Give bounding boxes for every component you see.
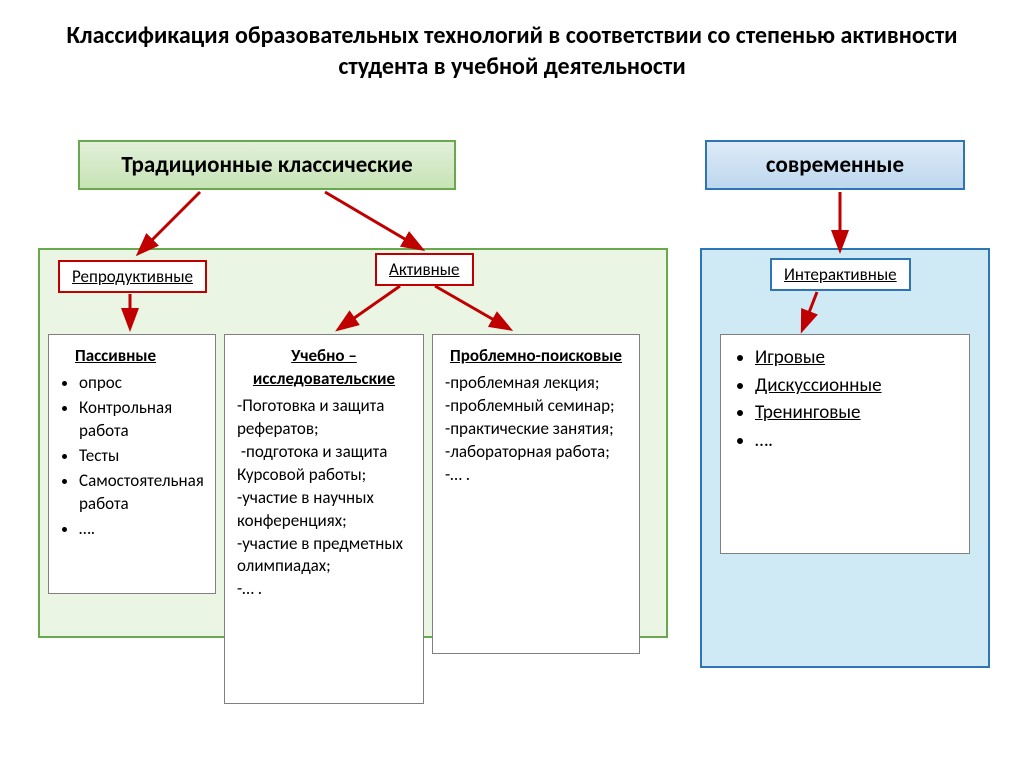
- passive-content: Пассивные опросКонтрольная работаТестыСа…: [48, 334, 216, 594]
- traditional-box: Традиционные классические: [78, 140, 456, 190]
- passive-item: Самостоятельная работа: [79, 470, 203, 516]
- arrow-modern-interactive: [825, 190, 855, 258]
- passive-heading: Пассивные: [61, 345, 203, 368]
- research-heading: Учебно – исследовательские: [237, 345, 411, 391]
- problem-body: -проблемная лекция; -проблемный семинар;…: [445, 372, 627, 487]
- modern-label: современные: [766, 151, 904, 179]
- reproductive-box: Репродуктивные: [58, 260, 207, 293]
- interactive-list: ИгровыеДискуссионныеТренинговые….: [733, 345, 957, 454]
- passive-item: Тесты: [79, 445, 203, 468]
- interactive-item: Игровые: [755, 345, 957, 371]
- modern-box: современные: [705, 140, 965, 190]
- interactive-item: Дискуссионные: [755, 373, 957, 399]
- page-title: Классификация образовательных технологий…: [0, 0, 1024, 92]
- research-body: -Поготовка и защита рефератов; -подготок…: [237, 395, 411, 601]
- passive-list: опросКонтрольная работаТестыСамостоятель…: [61, 372, 203, 541]
- arrow-interactive-list: [795, 290, 825, 336]
- problem-heading: Проблемно-поисковые: [445, 345, 627, 368]
- passive-item: ….: [79, 518, 203, 541]
- passive-item: опрос: [79, 372, 203, 395]
- interactive-label: Интерактивные: [784, 264, 897, 285]
- traditional-label: Традиционные классические: [121, 151, 412, 179]
- research-content: Учебно – исследовательские -Поготовка и …: [224, 334, 424, 704]
- arrow-active-research: [330, 284, 410, 336]
- arrow-traditional-reproductive: [130, 190, 210, 260]
- interactive-item: Тренинговые: [755, 400, 957, 426]
- passive-item: Контрольная работа: [79, 397, 203, 443]
- reproductive-label: Репродуктивные: [72, 266, 193, 287]
- problem-content: Проблемно-поисковые -проблемная лекция; …: [432, 334, 640, 654]
- arrow-reproductive-passive: [115, 292, 145, 336]
- arrow-active-problem: [430, 284, 520, 336]
- interactive-content: ИгровыеДискуссионныеТренинговые….: [720, 334, 970, 554]
- active-label: Активные: [389, 259, 460, 280]
- active-box: Активные: [375, 253, 474, 286]
- arrow-traditional-active: [320, 190, 440, 255]
- interactive-item: ….: [755, 428, 957, 454]
- interactive-box: Интерактивные: [770, 258, 911, 291]
